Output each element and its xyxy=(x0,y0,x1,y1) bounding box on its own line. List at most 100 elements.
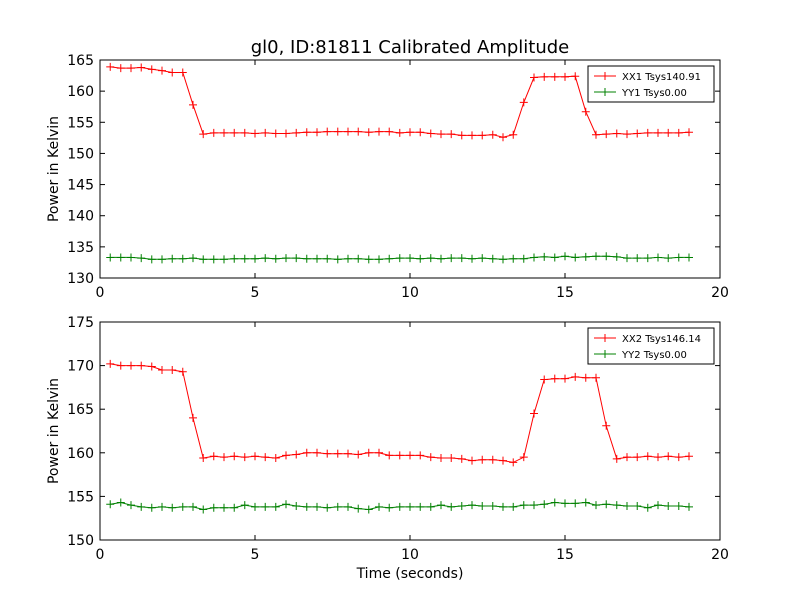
data-point xyxy=(509,130,518,139)
data-point xyxy=(416,254,425,263)
x-tick-label: 5 xyxy=(251,547,260,563)
data-point xyxy=(137,502,146,511)
x-tick-label: 0 xyxy=(96,547,105,563)
data-point xyxy=(633,129,642,138)
data-point xyxy=(271,502,280,511)
data-point xyxy=(643,452,652,461)
data-point xyxy=(447,254,456,263)
data-point xyxy=(654,253,662,262)
data-point xyxy=(530,73,538,82)
data-point xyxy=(633,453,642,462)
data-point xyxy=(158,255,166,264)
x-tick-label: 20 xyxy=(711,285,729,301)
data-point xyxy=(437,130,445,139)
data-point xyxy=(209,255,218,264)
data-point xyxy=(199,255,208,264)
data-point xyxy=(147,255,156,264)
data-point xyxy=(519,453,528,462)
data-point xyxy=(127,361,135,370)
data-point xyxy=(240,128,249,137)
data-point xyxy=(271,129,280,138)
data-point xyxy=(106,359,115,368)
data-point xyxy=(664,128,673,137)
data-point xyxy=(488,501,497,510)
data-point xyxy=(302,254,311,263)
data-point xyxy=(499,255,507,264)
data-point xyxy=(344,254,352,263)
y-tick-label: 170 xyxy=(67,359,94,375)
legend-box xyxy=(587,65,715,103)
data-point xyxy=(364,128,373,137)
x-tick-label: 5 xyxy=(251,285,260,301)
data-point xyxy=(478,455,487,464)
bottom-plot: 0 5 10 15 20 150 155 160 165 170 175 Power in Kelvi… xyxy=(46,315,729,563)
data-point xyxy=(530,409,538,418)
data-point xyxy=(550,374,559,383)
data-point xyxy=(581,252,590,261)
data-point xyxy=(240,254,249,263)
data-point xyxy=(674,453,683,462)
data-point xyxy=(426,453,435,462)
data-point xyxy=(323,503,332,512)
y-tick-label: 145 xyxy=(67,178,94,194)
data-point xyxy=(395,254,404,263)
data-point xyxy=(664,501,673,510)
data-point xyxy=(209,503,218,512)
data-point xyxy=(364,448,373,457)
data-point xyxy=(447,502,456,511)
data-point xyxy=(685,502,693,511)
data-point xyxy=(261,128,270,137)
legend-marker xyxy=(601,334,609,342)
data-point xyxy=(416,502,425,511)
data-point xyxy=(674,253,683,262)
data-point xyxy=(282,500,290,509)
legend-marker xyxy=(601,88,609,96)
data-point xyxy=(592,373,600,382)
data-point xyxy=(499,133,507,142)
data-point xyxy=(271,254,280,263)
y-tick-label: 155 xyxy=(67,115,94,131)
data-point xyxy=(426,129,435,138)
x-tick-label: 10 xyxy=(401,547,419,563)
data-point xyxy=(261,502,270,511)
data-point xyxy=(292,128,301,137)
data-point xyxy=(540,375,549,384)
x-tick-label: 15 xyxy=(556,547,574,563)
data-point xyxy=(633,501,642,510)
data-point xyxy=(437,254,445,263)
data-point xyxy=(437,501,445,510)
data-point xyxy=(674,128,683,137)
data-point xyxy=(395,128,404,137)
data-point xyxy=(158,66,166,75)
data-point xyxy=(468,456,476,465)
data-point xyxy=(344,127,352,136)
data-point xyxy=(302,502,311,511)
series-1 xyxy=(106,499,693,514)
data-point xyxy=(158,502,166,511)
legend: XX2 Tsys146.14 YY2 Tsys0.00 xyxy=(587,327,715,365)
data-point xyxy=(550,498,559,507)
data-point xyxy=(116,64,125,73)
data-point xyxy=(220,255,228,264)
data-point xyxy=(230,503,239,512)
data-point xyxy=(674,501,683,510)
data-point xyxy=(240,501,249,510)
data-point xyxy=(282,254,290,263)
x-tick-label: 20 xyxy=(711,547,729,563)
data-point xyxy=(137,254,146,263)
data-point xyxy=(478,501,487,510)
data-point xyxy=(375,502,383,511)
data-point xyxy=(106,62,115,71)
top-plot: 0 5 10 15 20 130 135 140 145 150 155 160 165 Power in… xyxy=(46,53,729,301)
data-point xyxy=(426,502,435,511)
data-point xyxy=(571,372,580,381)
data-point xyxy=(282,129,290,138)
data-point xyxy=(540,252,549,261)
data-point xyxy=(561,499,569,508)
data-point xyxy=(685,128,693,137)
data-point xyxy=(550,253,559,262)
data-point xyxy=(654,128,662,137)
data-point xyxy=(550,72,559,81)
data-point xyxy=(189,100,197,109)
data-point xyxy=(643,503,652,512)
